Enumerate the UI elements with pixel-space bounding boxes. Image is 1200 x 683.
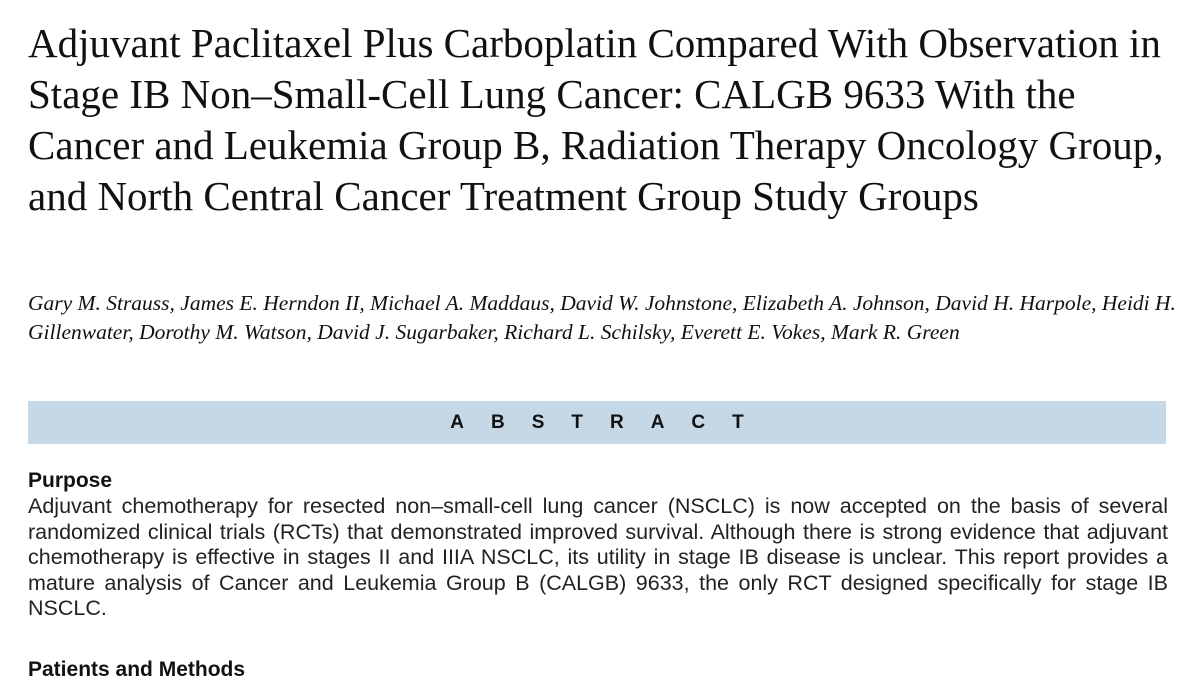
purpose-section: Purpose Adjuvant chemotherapy for resect… [28, 468, 1168, 622]
purpose-body: Adjuvant chemotherapy for resected non–s… [28, 494, 1168, 620]
paper-title: Adjuvant Paclitaxel Plus Carboplatin Com… [28, 20, 1164, 219]
patients-methods-heading: Patients and Methods [28, 658, 246, 681]
purpose-heading: Purpose [28, 469, 113, 492]
patients-methods-section: Patients and Methods [28, 657, 1168, 683]
author-list: Gary M. Strauss, James E. Herndon II, Mi… [28, 291, 1176, 344]
abstract-banner: ABSTRACT [28, 401, 1166, 444]
abstract-label: ABSTRACT [450, 411, 771, 433]
